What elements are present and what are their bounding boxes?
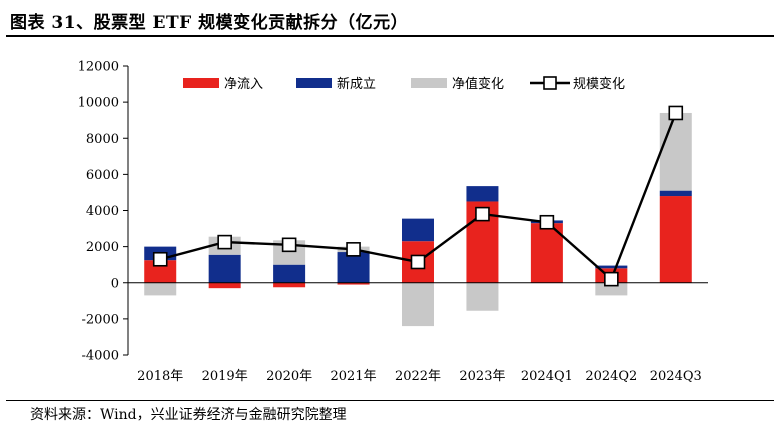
point-规模变化-2024Q3: [668, 105, 684, 121]
point-规模变化-2021年: [346, 242, 361, 257]
point-规模变化-2022年: [410, 254, 426, 270]
bar-净流入-2018年: [144, 260, 177, 283]
bar-净流入-2021年: [337, 282, 370, 285]
legend-swatch-净值变化: [411, 78, 447, 88]
bar-新成立-2024Q2: [595, 265, 628, 269]
y-tick-label: -4000: [82, 349, 119, 364]
bar-新成立-2023年: [466, 186, 499, 202]
legend-label: 净值变化: [452, 76, 504, 92]
source-note: 资料来源：Wind，兴业证券经济与金融研究院整理: [30, 407, 347, 423]
x-tick-label: 2024Q2: [585, 369, 637, 384]
plot-area: -4000 -2000 0 2000 4000 6000 8000 10000 12000 201…: [78, 60, 708, 384]
x-tick-label: 2021年: [331, 369, 377, 384]
x-tick-label: 2023年: [459, 369, 505, 384]
bar-新成立-2024Q3: [659, 190, 692, 197]
bar-净流入-2020年: [273, 282, 306, 288]
legend-label: 净流入: [224, 77, 263, 92]
point-规模变化-2024Q1: [539, 214, 555, 230]
legend-swatch-净流入: [183, 78, 219, 88]
bar-净值变化-2018年: [144, 282, 177, 296]
point-规模变化-2019年: [217, 234, 232, 250]
legend-label: 新成立: [337, 76, 376, 92]
bar-新成立-2019年: [208, 254, 241, 283]
legend-swatch-新成立: [296, 78, 332, 88]
bar-净值变化-2022年: [402, 282, 434, 327]
bar-新成立-2021年: [337, 252, 370, 283]
x-tick-label: 2019年: [202, 369, 248, 384]
y-tick-label: 6000: [86, 168, 119, 183]
bar-净值变化-2024Q3: [659, 112, 692, 191]
bar-净值变化-2023年: [466, 282, 499, 311]
y-tick-label: 12000: [78, 60, 119, 75]
x-tick-label: 2020年: [266, 369, 312, 384]
legend-label: 规模变化: [573, 76, 625, 92]
y-tick-label: 8000: [86, 132, 119, 147]
source-divider: [6, 400, 774, 401]
y-tick-label: 4000: [86, 204, 119, 219]
bar-新成立-2020年: [273, 264, 306, 283]
x-tick-label: 2024Q1: [521, 369, 573, 384]
point-规模变化-2024Q2: [604, 271, 619, 287]
x-tick-label: 2024Q3: [650, 369, 702, 384]
chart-title: 图表 31、股票型 ETF 规模变化贡献拆分（亿元）: [10, 13, 409, 33]
title-divider: [6, 35, 774, 37]
y-tick-label: -2000: [82, 312, 119, 327]
bar-净值变化-2024Q2: [595, 282, 628, 296]
bar-净流入-2019年: [208, 282, 241, 289]
x-tick-label: 2018年: [137, 369, 183, 384]
bar-新成立-2022年: [402, 218, 434, 242]
point-规模变化-2023年: [475, 206, 490, 222]
x-tick-label: 2022年: [395, 369, 441, 384]
y-tick-label: 10000: [78, 96, 119, 111]
y-tick-label: 0: [111, 276, 119, 291]
legend-marker-规模变化: [543, 76, 557, 90]
point-规模变化-2018年: [152, 251, 168, 267]
bar-净流入-2024Q3: [659, 196, 692, 283]
y-tick-label: 2000: [86, 240, 119, 255]
point-规模变化-2020年: [281, 237, 297, 253]
